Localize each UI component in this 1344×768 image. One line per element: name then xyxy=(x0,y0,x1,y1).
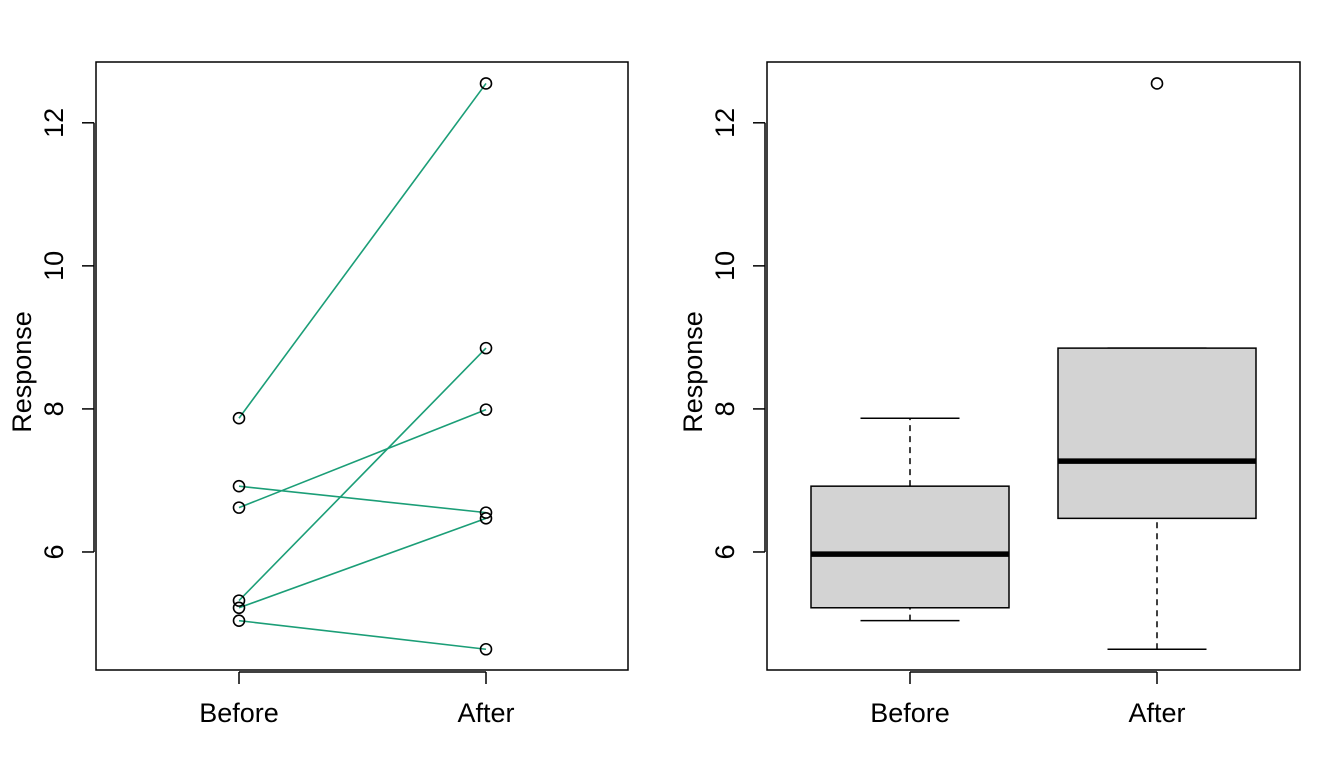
after-point xyxy=(479,77,493,90)
right-plot-frame xyxy=(766,61,1301,671)
left-x-tick-label: After xyxy=(457,698,514,728)
slopegraph-panel: 6 8 10 12 Response Before After xyxy=(7,61,629,728)
left-y-tick-label: 12 xyxy=(39,108,69,138)
after-point xyxy=(479,506,493,519)
right-x-tick-label: After xyxy=(1128,698,1185,728)
pair-line xyxy=(238,82,487,419)
after-point xyxy=(479,403,493,416)
after-box xyxy=(1057,347,1257,520)
boxplot-panel: 6 8 10 12 Response Before After xyxy=(678,61,1301,728)
before-box xyxy=(810,485,1010,609)
right-y-tick-label: 12 xyxy=(710,108,740,138)
left-y-axis-title: Response xyxy=(7,311,37,433)
left-y-tick-label: 6 xyxy=(39,544,69,559)
before-point xyxy=(232,411,246,425)
right-y-tick-label: 10 xyxy=(710,251,740,281)
pair-line xyxy=(238,517,487,609)
after-point xyxy=(479,642,493,656)
left-x-tick-label: Before xyxy=(199,698,279,728)
before-point xyxy=(232,614,246,627)
before-point xyxy=(232,601,246,615)
after-point xyxy=(479,512,493,525)
pair-line xyxy=(238,619,487,651)
after-point xyxy=(479,341,493,355)
before-point xyxy=(232,501,246,514)
before-point xyxy=(232,594,246,607)
right-x-tick-label: Before xyxy=(870,698,950,728)
pair-line xyxy=(238,485,487,514)
pair-line xyxy=(238,347,487,602)
right-y-tick-label: 8 xyxy=(710,401,740,416)
left-y-tick-label: 8 xyxy=(39,401,69,416)
pair-line xyxy=(238,408,487,509)
left-y-tick-label: 10 xyxy=(39,251,69,281)
right-y-axis-title: Response xyxy=(678,311,708,433)
after-outlier xyxy=(1150,77,1164,90)
before-point xyxy=(232,479,246,493)
left-plot-frame xyxy=(95,61,629,671)
right-y-tick-label: 6 xyxy=(710,544,740,559)
